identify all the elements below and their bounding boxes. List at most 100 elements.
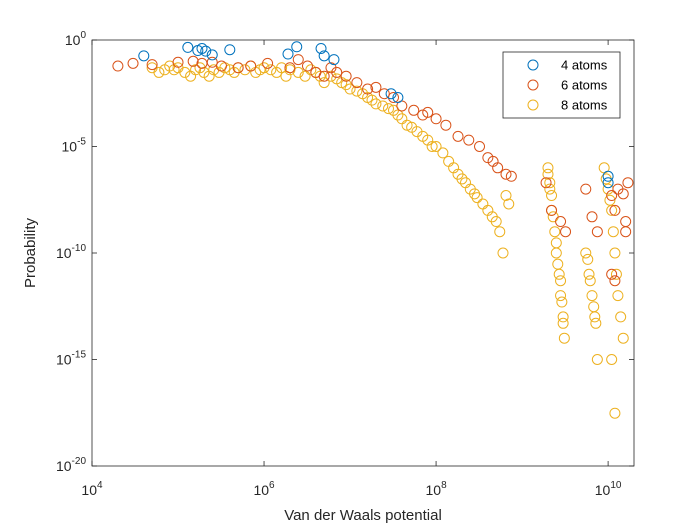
y-tick-label-base: 10 (56, 245, 72, 261)
data-point (590, 317, 602, 329)
legend-entry-8-atoms: 8 atoms (527, 98, 608, 113)
data-point (550, 247, 562, 259)
y-tick-label-exponent: -20 (72, 456, 87, 467)
data-point (617, 188, 629, 200)
data-point (503, 198, 515, 210)
x-tick-label-base: 10 (595, 482, 611, 498)
data-point (471, 192, 483, 204)
y-tick-label-base: 10 (65, 32, 81, 48)
data-point (607, 226, 619, 238)
x-axis-label: Van der Waals potential (284, 507, 442, 524)
data-point (505, 170, 517, 182)
data-point (606, 190, 618, 202)
data-point (315, 42, 327, 54)
data-point (153, 66, 165, 78)
data-point (430, 141, 442, 152)
series-6-atoms (112, 54, 634, 287)
data-point (557, 317, 569, 329)
x-tick-label: 108 (426, 480, 448, 498)
data-point (456, 173, 468, 185)
data-point (179, 66, 191, 78)
data-point (292, 54, 304, 66)
data-point (610, 268, 622, 280)
data-point (301, 60, 313, 72)
data-point (318, 77, 330, 89)
data-point (351, 77, 363, 89)
series-8-atoms (146, 60, 629, 419)
data-point (182, 41, 194, 53)
data-point (546, 204, 558, 216)
data-point (584, 275, 596, 287)
legend-box (502, 51, 621, 119)
data-point (620, 226, 632, 238)
data-point (351, 85, 363, 97)
legend-label-6-atoms: 6 atoms (561, 78, 608, 93)
data-point (555, 216, 567, 228)
data-point (276, 62, 288, 74)
data-point (583, 268, 595, 280)
data-point (430, 113, 442, 125)
data-point (606, 204, 618, 216)
data-point (417, 109, 429, 121)
data-point (469, 188, 481, 200)
data-point (340, 79, 352, 91)
data-point (582, 253, 594, 265)
legend-entry-4-atoms: 4 atoms (527, 58, 608, 73)
data-point (615, 311, 627, 323)
data-point (544, 183, 556, 195)
legend-marker-6-atoms (527, 79, 539, 91)
data-point (609, 204, 621, 216)
y-tick-label: 10-15 (56, 350, 86, 368)
legend-label-8-atoms: 8 atoms (561, 98, 608, 113)
x-tick-label-base: 10 (81, 482, 97, 498)
data-point (366, 94, 378, 106)
data-point (206, 49, 218, 61)
data-point (370, 81, 382, 93)
data-point (437, 147, 449, 159)
x-tick-label: 1010 (595, 480, 622, 498)
y-tick-label: 10-20 (56, 456, 86, 474)
data-point (265, 64, 277, 76)
legend-entry-6-atoms: 6 atoms (527, 78, 608, 93)
x-tick-label-base: 10 (426, 482, 442, 498)
x-tick-label-exponent: 6 (269, 480, 275, 491)
data-point (146, 59, 158, 71)
data-point (291, 41, 303, 53)
data-point (555, 290, 567, 302)
legend: 4 atoms 6 atoms 8 atoms (502, 51, 621, 119)
data-point (553, 268, 565, 280)
x-axis-ticks: 104 106 108 1010 (81, 40, 622, 498)
data-point (196, 42, 208, 54)
data-point (138, 50, 150, 62)
data-point (325, 70, 337, 82)
data-point (586, 211, 598, 223)
data-point (591, 354, 603, 365)
y-tick-label: 10-10 (56, 243, 86, 261)
data-point (452, 130, 464, 142)
y-tick-label-exponent: -10 (72, 243, 87, 254)
data-point (262, 57, 274, 69)
data-point (617, 332, 629, 344)
y-tick-label-base: 10 (56, 458, 72, 474)
data-point (127, 57, 139, 69)
y-tick-label-exponent: 0 (80, 30, 86, 41)
data-point (206, 56, 218, 68)
data-point (392, 109, 404, 121)
data-point (500, 168, 512, 180)
data-point (544, 177, 556, 189)
data-point (580, 247, 592, 259)
data-point (215, 60, 227, 72)
data-point (224, 44, 236, 56)
data-point (112, 60, 124, 72)
data-point (408, 104, 420, 116)
data-point (591, 226, 603, 238)
data-point (609, 275, 621, 287)
data-point (602, 177, 614, 189)
data-point (540, 177, 552, 189)
data-point (586, 290, 598, 302)
data-point (606, 268, 618, 280)
data-point (245, 60, 257, 72)
data-point (542, 168, 554, 180)
y-tick-label-exponent: -5 (77, 137, 86, 148)
